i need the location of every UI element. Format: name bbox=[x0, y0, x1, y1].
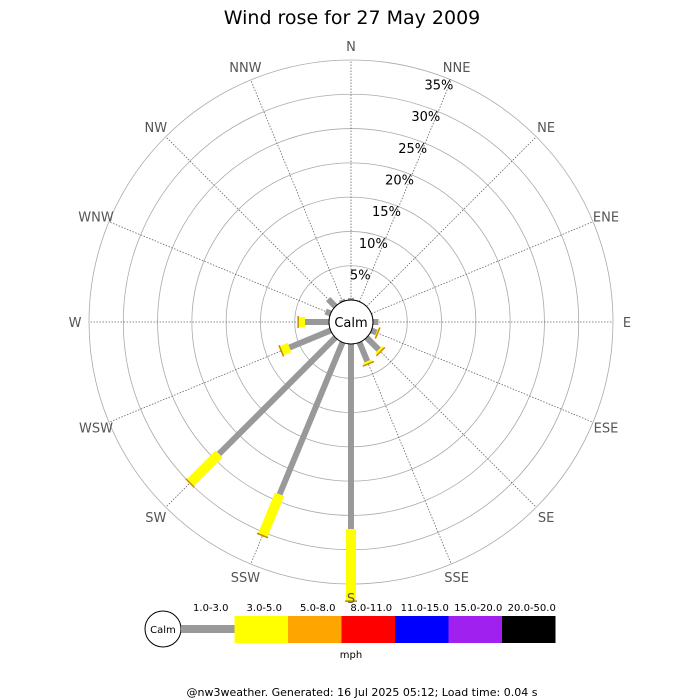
direction-label-s: S bbox=[347, 592, 355, 607]
wind-bar-nw-1 bbox=[326, 297, 338, 309]
legend-swatch-15.0-20.0 bbox=[448, 616, 502, 643]
legend-label-5.0-8.0: 5.0-8.0 bbox=[300, 603, 335, 614]
wind-bar-wsw-2 bbox=[279, 342, 292, 356]
wind-bar-ese-1 bbox=[370, 327, 378, 336]
wind-bar-wsw-1 bbox=[288, 327, 332, 351]
direction-label-ese: ESE bbox=[594, 422, 619, 437]
direction-label-n: N bbox=[346, 40, 356, 55]
direction-spoke bbox=[366, 337, 537, 508]
direction-spoke bbox=[371, 221, 594, 314]
wind-bar-cap bbox=[256, 532, 269, 539]
percent-label: 25% bbox=[398, 142, 427, 157]
wind-bar-ssw-2 bbox=[257, 492, 285, 538]
legend-swatch-3.0-5.0 bbox=[234, 616, 288, 643]
wind-bar-ssw-1 bbox=[276, 341, 346, 496]
percent-label: 15% bbox=[372, 205, 401, 220]
speed-legend: Calm 1.0-3.0 3.0-5.0 5.0-8.0 8.0-11.0 11.0-15… bbox=[144, 603, 556, 661]
legend-swatch-11.0-15.0 bbox=[395, 616, 449, 643]
wind-bar-cap bbox=[375, 346, 386, 357]
wind-bar-cap bbox=[362, 360, 375, 367]
legend-label-8.0-11.0: 8.0-11.0 bbox=[350, 603, 392, 614]
percent-label: 10% bbox=[359, 237, 388, 252]
direction-label-ene: ENE bbox=[593, 210, 619, 225]
direction-label-wnw: WNW bbox=[78, 210, 114, 225]
direction-label-nne: NNE bbox=[443, 61, 471, 76]
percent-label: 20% bbox=[385, 174, 414, 189]
direction-label-w: W bbox=[69, 316, 82, 331]
direction-spoke bbox=[371, 330, 594, 423]
legend-swatch-8.0-11.0 bbox=[341, 616, 395, 643]
legend-unit: mph bbox=[340, 650, 362, 661]
legend-label-20.0-50.0: 20.0-50.0 bbox=[508, 603, 556, 614]
direction-spoke bbox=[108, 221, 331, 314]
legend-swatch-5.0-8.0 bbox=[288, 616, 342, 643]
wind-bar-wnw-1 bbox=[324, 308, 332, 317]
chart-title: Wind rose for 27 May 2009 bbox=[224, 7, 481, 29]
direction-label-sse: SSE bbox=[444, 571, 469, 586]
wind-bar-cap bbox=[374, 327, 381, 339]
direction-label-e: E bbox=[623, 316, 631, 331]
direction-label-se: SE bbox=[538, 511, 554, 526]
percent-label: 5% bbox=[350, 269, 371, 284]
wind-bar-sw-2 bbox=[186, 450, 223, 487]
wind-bar-cap bbox=[278, 345, 285, 357]
percent-labels: 5% 10% 15% 20% 25% 30% 35% bbox=[350, 78, 453, 283]
calm-circle: Calm bbox=[328, 299, 374, 345]
direction-label-wsw: WSW bbox=[79, 422, 113, 437]
direction-spoke bbox=[366, 136, 537, 307]
direction-spokes bbox=[89, 60, 613, 584]
direction-labels: N NNE NE ENE E ESE SE SSE S SSW SW WSW W WNW NW NNW bbox=[69, 40, 632, 607]
direction-label-ne: NE bbox=[537, 121, 555, 136]
wind-bar-sse-1 bbox=[356, 341, 371, 363]
direction-label-nw: NW bbox=[145, 121, 168, 136]
calm-ring bbox=[328, 299, 374, 345]
legend-label-15.0-20.0: 15.0-20.0 bbox=[454, 603, 502, 614]
legend-label-3.0-5.0: 3.0-5.0 bbox=[247, 603, 282, 614]
direction-label-nnw: NNW bbox=[229, 61, 261, 76]
direction-spoke bbox=[165, 136, 336, 307]
direction-spoke bbox=[359, 342, 452, 565]
wind-bars bbox=[185, 297, 386, 602]
calm-label: Calm bbox=[334, 316, 367, 331]
wind-bar-cap bbox=[185, 478, 195, 488]
direction-label-ssw: SSW bbox=[231, 571, 261, 586]
legend-calm-label: Calm bbox=[150, 625, 176, 636]
percent-label: 35% bbox=[425, 78, 454, 93]
legend-label-11.0-15.0: 11.0-15.0 bbox=[401, 603, 449, 614]
footer-text: @nw3weather. Generated: 16 Jul 2025 05:1… bbox=[187, 686, 538, 699]
wind-bar-sw-1 bbox=[216, 335, 338, 457]
wind-bar-se-1 bbox=[364, 335, 381, 352]
direction-label-sw: SW bbox=[145, 511, 166, 526]
legend-label-1.0-3.0: 1.0-3.0 bbox=[193, 603, 228, 614]
legend-swatch-20.0-50.0 bbox=[502, 616, 556, 643]
percent-label: 30% bbox=[411, 110, 440, 125]
direction-spoke bbox=[359, 79, 452, 302]
legend-swatch-1.0-3.0 bbox=[181, 625, 235, 633]
direction-spoke bbox=[250, 79, 343, 302]
